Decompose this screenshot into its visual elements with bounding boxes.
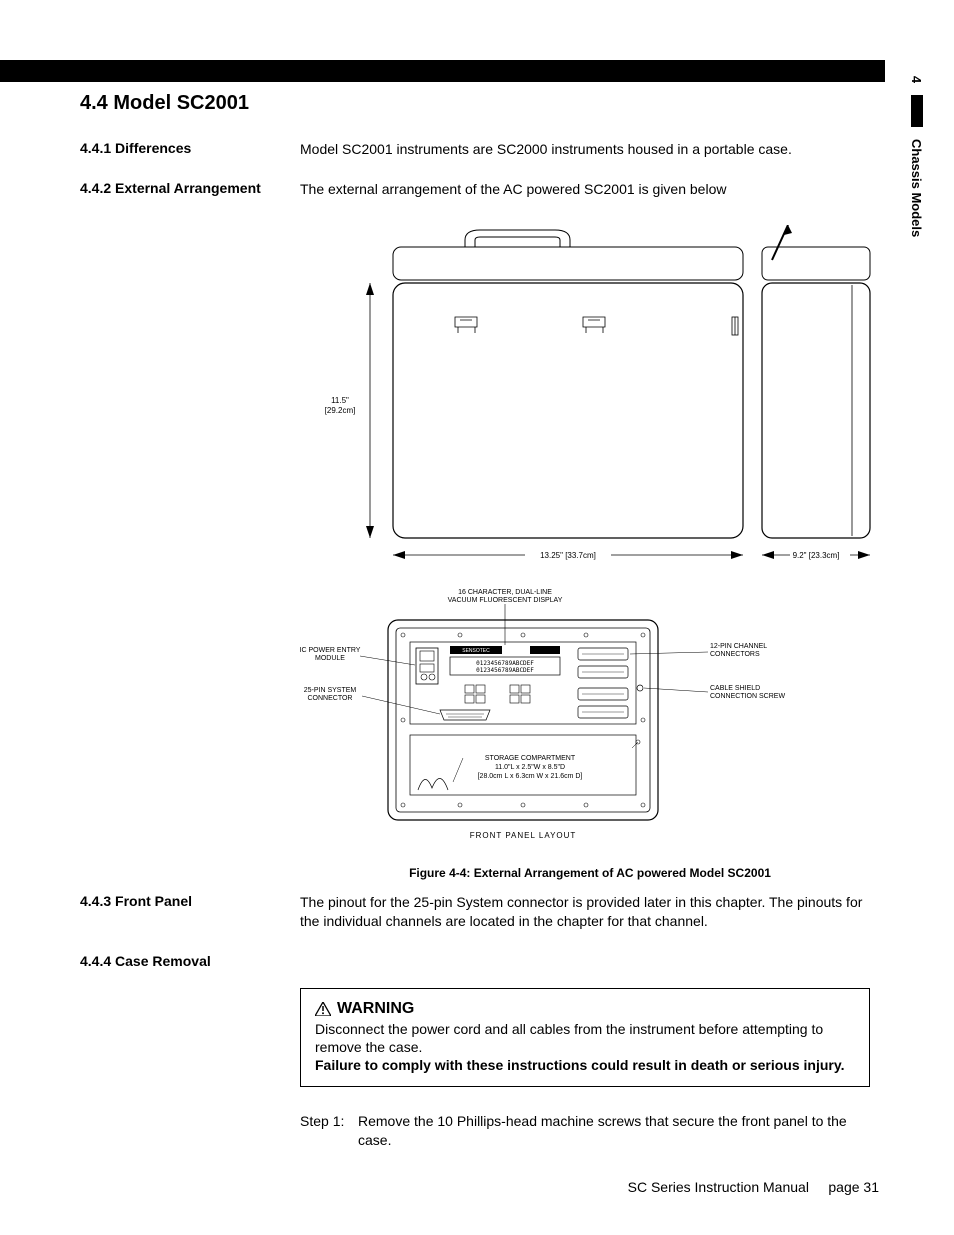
heading-4-4-3: 4.4.3 Front Panel	[80, 893, 192, 909]
header-black-bar	[0, 60, 885, 82]
side-chapter-tab: 4 Chassis Models	[894, 72, 939, 237]
display-line1: 0123456789ABCDEF	[476, 660, 534, 667]
warning-icon	[315, 1002, 331, 1016]
tab-block	[911, 95, 923, 127]
svg-text:12-PIN CHANNEL: 12-PIN CHANNEL	[710, 643, 767, 650]
text-4-4-1: Model SC2001 instruments are SC2000 inst…	[300, 140, 870, 159]
svg-text:IC POWER ENTRY: IC POWER ENTRY	[300, 647, 361, 654]
svg-text:25-PIN SYSTEM: 25-PIN SYSTEM	[304, 687, 357, 694]
heading-4-4-4: 4.4.4 Case Removal	[80, 953, 211, 969]
svg-text:MODULE: MODULE	[315, 655, 345, 662]
brand-label: SENSOTEC	[462, 648, 490, 654]
warning-p2: Failure to comply with these instruction…	[315, 1056, 855, 1074]
warning-box: WARNING Disconnect the power cord and al…	[300, 988, 870, 1087]
warning-p1: Disconnect the power cord and all cables…	[315, 1020, 855, 1056]
section-title: 4.4 Model SC2001	[80, 92, 249, 115]
figure-diagram: 11.5" [29.2cm] 13.25" [33.7cm] 9.2" [23.…	[300, 225, 880, 855]
text-4-4-3: The pinout for the 25-pin System connect…	[300, 893, 870, 931]
footer-manual: SC Series Instruction Manual	[628, 1179, 809, 1195]
front-panel-label: FRONT PANEL LAYOUT	[470, 831, 577, 840]
dim-depth: 9.2" [23.3cm]	[793, 551, 840, 560]
warning-title: WARNING	[315, 999, 855, 1020]
heading-4-4-2: 4.4.2 External Arrangement	[80, 180, 261, 196]
display-line2: 0123456789ABCDEF	[476, 667, 534, 674]
storage-l1: STORAGE COMPARTMENT	[485, 755, 576, 762]
svg-text:CONNECTION SCREW: CONNECTION SCREW	[710, 693, 785, 700]
figure-caption: Figure 4-4: External Arrangement of AC p…	[300, 866, 880, 880]
svg-text:CONNECTORS: CONNECTORS	[710, 651, 760, 658]
chapter-number: 4	[909, 76, 924, 83]
storage-l2: 11.0"L x 2.5"W x 8.5"D	[495, 764, 565, 771]
heading-4-4-1: 4.4.1 Differences	[80, 140, 191, 156]
step-1: Step 1: Remove the 10 Phillips-head mach…	[300, 1112, 870, 1150]
warning-label: WARNING	[337, 999, 414, 1020]
footer-page: page 31	[828, 1179, 879, 1195]
step-label: Step 1:	[300, 1112, 358, 1150]
dim-height-cm: [29.2cm]	[325, 406, 356, 415]
storage-l3: [28.0cm L x 6.3cm W x 21.6cm D]	[478, 773, 583, 780]
svg-text:CONNECTOR: CONNECTOR	[308, 695, 353, 702]
page-footer: SC Series Instruction Manual page 31	[628, 1179, 879, 1195]
dim-width: 13.25" [33.7cm]	[540, 551, 596, 560]
callout-display-l2: VACUUM FLUORESCENT DISPLAY	[448, 597, 563, 604]
chapter-label: Chassis Models	[909, 139, 924, 237]
step-text: Remove the 10 Phillips-head machine scre…	[358, 1112, 870, 1150]
dim-height-in: 11.5"	[331, 396, 349, 405]
callout-display-l1: 16 CHARACTER, DUAL-LINE	[458, 589, 552, 596]
svg-text:CABLE SHIELD: CABLE SHIELD	[710, 685, 760, 692]
text-4-4-2: The external arrangement of the AC power…	[300, 180, 870, 199]
